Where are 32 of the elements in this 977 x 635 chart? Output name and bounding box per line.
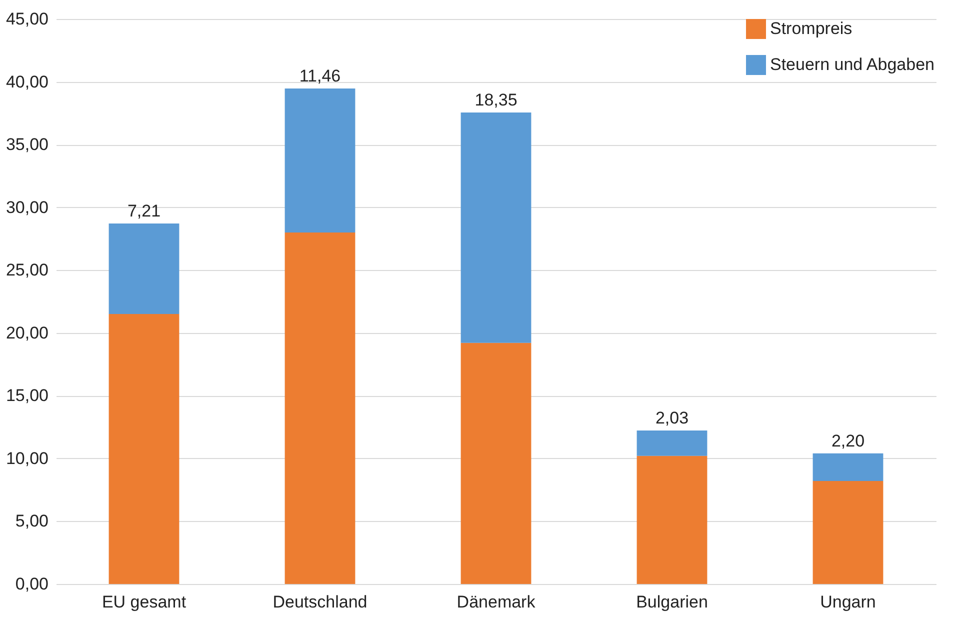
y-tick-label: 35,00 xyxy=(6,135,48,154)
y-tick-label: 5,00 xyxy=(15,512,48,531)
bar xyxy=(108,314,180,584)
data-label: 2,20 xyxy=(831,431,865,450)
bar xyxy=(460,342,532,584)
data-label: 11,46 xyxy=(299,66,341,86)
bar xyxy=(636,456,708,584)
y-tick-label: 40,00 xyxy=(6,72,48,92)
x-tick-label: EU gesamt xyxy=(102,592,186,612)
bar xyxy=(108,224,180,314)
bar xyxy=(812,481,884,584)
x-tick-label: Deutschland xyxy=(272,592,368,612)
y-tick-label: 10,00 xyxy=(6,448,48,468)
data-label: 7,21 xyxy=(127,202,161,221)
x-tick-label: Ungarn xyxy=(820,592,876,612)
bar xyxy=(460,112,532,343)
bar xyxy=(636,430,708,456)
x-tick-label: Bulgarien xyxy=(636,592,708,612)
y-tick-label: 20,00 xyxy=(6,323,48,342)
bar xyxy=(284,232,356,584)
legend-label: Strompreis xyxy=(770,19,852,38)
y-tick-label: 30,00 xyxy=(6,198,48,217)
data-label: 18,35 xyxy=(474,90,518,110)
bar xyxy=(812,453,884,482)
y-tick-label: 0,00 xyxy=(15,574,48,594)
bar xyxy=(284,88,356,232)
y-tick-label: 25,00 xyxy=(6,260,48,280)
y-tick-label: 15,00 xyxy=(6,386,48,406)
x-tick-label: Dänemark xyxy=(456,592,536,612)
legend-label: Steuern und Abgaben xyxy=(770,55,934,74)
data-label: 2,03 xyxy=(655,408,689,428)
y-tick-label: 45,00 xyxy=(6,10,48,28)
